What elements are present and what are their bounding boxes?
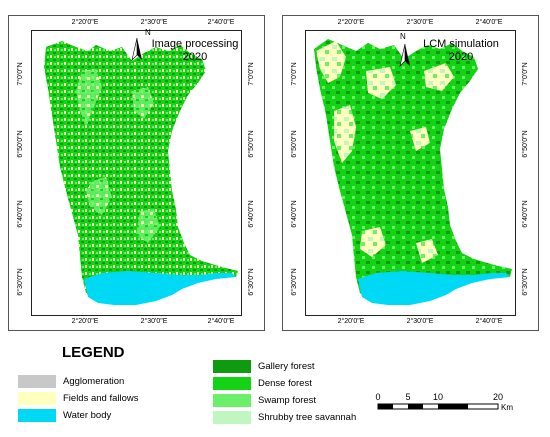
scale-tick-0: 0 bbox=[375, 392, 380, 402]
legend-item-agglomeration: Agglomeration bbox=[18, 374, 124, 388]
coord-top-1: 2°20'0"E bbox=[337, 19, 365, 26]
coord-right-3: 6°40'0"N bbox=[248, 200, 255, 228]
legend-label: Gallery forest bbox=[258, 360, 315, 372]
coord-right-1: 7°0'0"N bbox=[522, 62, 529, 86]
water-body bbox=[358, 271, 510, 305]
legend-item-swamp-forest: Swamp forest bbox=[213, 393, 316, 407]
fields-patches bbox=[316, 41, 454, 263]
scale-bar: 0 5 10 20 Km bbox=[375, 392, 513, 412]
legend-swatch bbox=[18, 408, 56, 422]
scale-segment bbox=[408, 404, 423, 409]
scale-tick-5: 5 bbox=[405, 392, 410, 402]
coord-left-4: 6°30'0"N bbox=[17, 268, 24, 296]
coord-top-3: 2°40'0"E bbox=[207, 19, 235, 26]
coord-left-3: 6°40'0"N bbox=[291, 200, 298, 228]
coord-top-2: 2°30'0"E bbox=[406, 19, 434, 26]
coord-right-3: 6°40'0"N bbox=[522, 200, 529, 228]
coord-right-2: 6°50'0"N bbox=[522, 130, 529, 158]
map-title-line2: 2020 bbox=[182, 51, 208, 63]
north-arrow-icon bbox=[399, 43, 410, 67]
coord-left-3: 6°40'0"N bbox=[17, 200, 24, 228]
north-label: N bbox=[400, 32, 406, 41]
coord-left-2: 6°50'0"N bbox=[291, 130, 298, 158]
map-title-line2: 2020 bbox=[448, 51, 474, 63]
legend-label: Water body bbox=[63, 409, 112, 421]
land-region bbox=[44, 41, 238, 301]
coord-left-1: 7°0'0"N bbox=[17, 62, 24, 86]
coord-bottom-1: 2°20'0"E bbox=[337, 318, 365, 325]
north-arrow-icon bbox=[131, 37, 142, 61]
legend-swatch bbox=[213, 376, 251, 390]
legend-label: Dense forest bbox=[258, 377, 312, 389]
scale-tick-20: 20 bbox=[493, 392, 503, 402]
water-body bbox=[84, 271, 236, 305]
legend-swatch bbox=[213, 393, 251, 407]
coord-bottom-3: 2°40'0"E bbox=[207, 318, 235, 325]
north-label: N bbox=[145, 28, 151, 37]
map-panel-image-processing: 2°20'0"E 2°30'0"E 2°40'0"E 2°20'0"E 2°30… bbox=[8, 15, 265, 331]
coord-bottom-3: 2°40'0"E bbox=[475, 318, 503, 325]
map-title-line1: Image processing bbox=[151, 38, 239, 50]
legend-label: Shrubby tree savannah bbox=[258, 411, 357, 423]
coord-right-1: 7°0'0"N bbox=[248, 62, 255, 86]
coord-bottom-1: 2°20'0"E bbox=[71, 318, 99, 325]
legend-swatch bbox=[213, 359, 251, 373]
scale-segment bbox=[378, 404, 393, 409]
legend-swatch bbox=[213, 410, 251, 424]
coord-right-2: 6°50'0"N bbox=[248, 130, 255, 158]
legend-item-dense-forest: Dense forest bbox=[213, 376, 312, 390]
land-cover-map bbox=[44, 41, 238, 305]
map-area bbox=[31, 30, 242, 316]
coord-left-1: 7°0'0"N bbox=[291, 62, 298, 86]
legend-item-gallery-forest: Gallery forest bbox=[213, 359, 315, 373]
land-cover-map bbox=[314, 39, 512, 305]
legend-label: Swamp forest bbox=[258, 394, 317, 406]
map-area bbox=[305, 30, 516, 316]
legend-swatch bbox=[18, 374, 56, 388]
coord-right-4: 6°30'0"N bbox=[248, 268, 255, 296]
legend-label: Agglomeration bbox=[63, 375, 125, 387]
map-panel-lcm-simulation: 2°20'0"E 2°30'0"E 2°40'0"E 2°20'0"E 2°30… bbox=[282, 15, 539, 331]
coord-top-2: 2°30'0"E bbox=[140, 19, 168, 26]
light-patches bbox=[76, 69, 160, 243]
scale-tick-10: 10 bbox=[433, 392, 443, 402]
land-region bbox=[314, 39, 512, 301]
map-title-line1: LCM simulation bbox=[423, 38, 499, 50]
coord-left-2: 6°50'0"N bbox=[17, 130, 24, 158]
coord-top-1: 2°20'0"E bbox=[71, 19, 99, 26]
coord-right-4: 6°30'0"N bbox=[522, 268, 529, 296]
legend-title: LEGEND bbox=[62, 344, 125, 361]
coord-top-3: 2°40'0"E bbox=[475, 19, 503, 26]
map-title: Image processing 2020 bbox=[147, 38, 243, 64]
legend-item-shrubby-tree-savannah: Shrubby tree savannah bbox=[213, 410, 356, 424]
legend-swatch bbox=[18, 391, 56, 405]
legend-item-fields-and-fallows: Fields and fallows bbox=[18, 391, 139, 405]
scale-segment bbox=[438, 404, 468, 409]
coord-bottom-2: 2°30'0"E bbox=[406, 318, 434, 325]
map-title: LCM simulation 2020 bbox=[413, 38, 509, 64]
legend-label: Fields and fallows bbox=[63, 392, 139, 404]
scale-unit: Km bbox=[501, 403, 513, 412]
coord-left-4: 6°30'0"N bbox=[291, 268, 298, 296]
legend-item-water-body: Water body bbox=[18, 408, 111, 422]
coord-bottom-2: 2°30'0"E bbox=[140, 318, 168, 325]
